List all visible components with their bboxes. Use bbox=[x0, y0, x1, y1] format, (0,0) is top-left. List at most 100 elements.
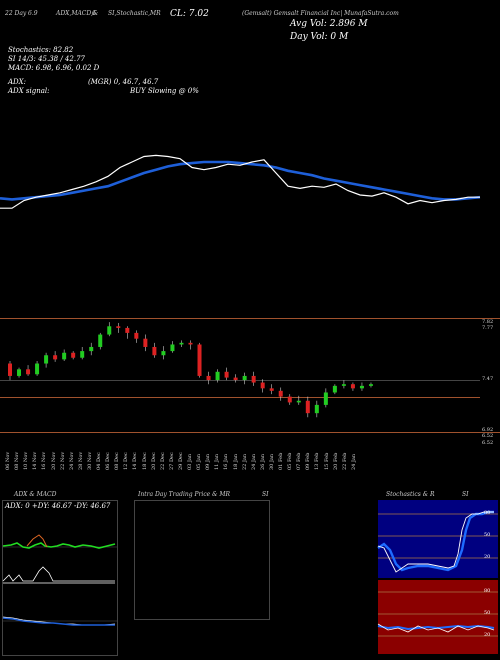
candle-body bbox=[242, 375, 247, 381]
date-axis-label: 08 Nov bbox=[14, 451, 21, 470]
candle-body bbox=[233, 377, 238, 381]
date-axis-label: 22 Dec bbox=[159, 452, 166, 470]
candle-body bbox=[161, 351, 166, 356]
candle-body bbox=[143, 338, 148, 347]
candle-body bbox=[26, 369, 31, 375]
date-axis-label: 04 Dec bbox=[96, 452, 103, 470]
chart-values-label: 6.9 bbox=[28, 10, 38, 17]
rsi-level-label: 50 bbox=[484, 610, 491, 616]
date-axis-label: 24 Jan bbox=[350, 453, 357, 470]
rsi-panel: 80 50 20 bbox=[377, 580, 498, 654]
candle-body bbox=[71, 352, 76, 358]
candle-body bbox=[116, 326, 121, 328]
date-axis-label: 20 Dec bbox=[150, 452, 157, 470]
stock-name-label: (Gemsalt) Gemsalt Financial Inc| MunafaS… bbox=[242, 10, 399, 17]
date-axis-label: 01 Feb bbox=[278, 452, 285, 470]
date-axis-label: 06 Nov bbox=[5, 451, 11, 470]
price-axis-label: 7.77 bbox=[482, 325, 494, 331]
si-value: SI 14/3: 45.38 / 42.77 bbox=[8, 55, 85, 63]
candle-body bbox=[215, 371, 220, 381]
date-axis-label: 13 Feb bbox=[314, 452, 321, 470]
adx-label: ADX: bbox=[8, 78, 27, 86]
date-axis-label: 18 Jan bbox=[232, 453, 239, 470]
candle-body bbox=[62, 352, 67, 360]
candle-body bbox=[134, 332, 139, 339]
price-axis-label: 7.47 bbox=[482, 376, 494, 382]
candle-body bbox=[98, 334, 103, 347]
price-axis-label: 6.92 bbox=[482, 427, 494, 433]
candle-body bbox=[323, 392, 328, 405]
date-axis-label: 30 Nov bbox=[86, 451, 93, 470]
macd-header: ADX,MACD,& bbox=[56, 10, 99, 17]
macd-value: MACD: 6.98, 6.96, 0.02 D bbox=[8, 64, 100, 72]
date-axis-label: 09 Feb bbox=[305, 452, 312, 470]
date-axis-label: 15 Feb bbox=[323, 452, 330, 470]
date-axis-label: 26 Jan bbox=[259, 453, 266, 470]
date-axis-label: 12 Dec bbox=[123, 452, 130, 470]
grid-line-upper bbox=[0, 380, 480, 381]
date-axis-label: 24 Nov bbox=[68, 451, 75, 470]
candle-body bbox=[125, 327, 130, 333]
price-ema-line-chart bbox=[0, 154, 481, 209]
close-price-label: CL: 7.02 bbox=[170, 9, 209, 19]
candle-body bbox=[8, 363, 12, 376]
candle-body bbox=[260, 382, 265, 389]
panel-top-border bbox=[0, 318, 500, 319]
intraday-panel bbox=[134, 500, 270, 620]
date-axis-label: 09 Jan bbox=[205, 453, 212, 470]
candle-body bbox=[107, 326, 112, 335]
mgr-value: (MGR) 0, 46.7, 46.7 bbox=[88, 78, 159, 86]
candle-body bbox=[89, 346, 94, 352]
candle-body bbox=[80, 351, 85, 358]
candle-body bbox=[332, 385, 337, 393]
candle-body bbox=[314, 404, 319, 414]
candle-body bbox=[170, 344, 175, 352]
date-axis-label: 22 Jan bbox=[241, 453, 248, 470]
candle-body bbox=[359, 385, 364, 389]
date-axis-label: 05 Feb bbox=[287, 452, 294, 470]
candle-body bbox=[206, 375, 211, 381]
rsi-lines bbox=[377, 591, 498, 637]
adx-lines bbox=[2, 534, 117, 626]
date-axis-label: 08 Dec bbox=[114, 452, 121, 470]
price-line bbox=[0, 154, 480, 209]
stoch-level-label: 20 bbox=[484, 554, 491, 560]
rsi-level-label: 80 bbox=[484, 588, 491, 594]
stoch-level-label: 50 bbox=[484, 532, 491, 538]
candle-body bbox=[44, 355, 49, 364]
chart-date-label: 22 Day bbox=[5, 10, 27, 17]
price-axis-label: 6.52 bbox=[482, 440, 494, 446]
price-axis-label: 7.82 bbox=[482, 319, 494, 325]
adx-macd-title: ADX & MACD bbox=[14, 491, 57, 498]
candle-body bbox=[251, 375, 256, 383]
price-axis-label: 6.52 bbox=[482, 433, 494, 439]
avg-volume-label: Avg Vol: 2.896 M bbox=[290, 19, 368, 29]
date-axis-label: 11 Jan bbox=[214, 453, 221, 470]
adx-values: ADX: 0 +DY: 46.67 -DY: 46.67 bbox=[5, 502, 111, 510]
day-volume-label: Day Vol: 0 M bbox=[290, 32, 349, 42]
candle-body bbox=[17, 369, 22, 376]
candle-body bbox=[179, 342, 184, 345]
date-axis-label: 20 Nov bbox=[50, 451, 57, 470]
candle-body bbox=[341, 384, 346, 386]
candle-body bbox=[278, 390, 283, 397]
date-axis-label: 14 Dec bbox=[132, 452, 139, 470]
date-axis-label: 14 Nov bbox=[32, 451, 39, 470]
buy-signal-value: BUY Slowing @ 0% bbox=[130, 87, 199, 95]
date-axis-label: 22 Nov bbox=[59, 451, 66, 470]
candle-body bbox=[368, 384, 373, 386]
date-axis-label: 30 Jan bbox=[268, 453, 275, 470]
date-axis-label: 05 Jan bbox=[196, 453, 203, 470]
level-line-mid bbox=[0, 397, 480, 398]
date-axis-label: 16 Jan bbox=[223, 453, 230, 470]
stochastics-title: Stochastics & R bbox=[386, 491, 435, 498]
date-axis-label: 27 Dec bbox=[168, 452, 175, 470]
cl-small: 6 bbox=[92, 10, 96, 17]
candle-body bbox=[188, 342, 193, 345]
candle-body bbox=[287, 396, 292, 403]
intraday-title: Intra Day Trading Price & MR bbox=[138, 491, 231, 498]
candle-body bbox=[296, 400, 301, 403]
stoch-header: SI,Stochastic,MR bbox=[108, 10, 161, 17]
candle-body bbox=[224, 371, 229, 378]
rsi-level-label: 20 bbox=[484, 632, 491, 638]
